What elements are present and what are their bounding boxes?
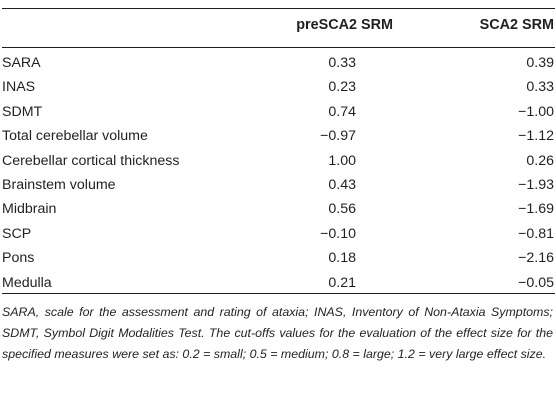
presca2-value: 0.43 bbox=[328, 176, 356, 193]
table-row: INAS 0.23 0.33 bbox=[0, 75, 556, 99]
row-label: Pons bbox=[2, 250, 35, 267]
presca2-value: 0.33 bbox=[328, 55, 356, 71]
presca2-value: −0.97 bbox=[320, 128, 356, 145]
sca2-value: −1.00 bbox=[518, 103, 554, 120]
presca2-value: 0.56 bbox=[328, 201, 356, 218]
table-top-rule bbox=[2, 8, 555, 9]
table-row: Brainstem volume 0.43 −1.93 bbox=[0, 173, 556, 197]
row-label: SDMT bbox=[2, 103, 43, 120]
presca2-value: 0.18 bbox=[328, 250, 356, 267]
table-row: SDMT 0.74 −1.00 bbox=[0, 100, 556, 124]
table-row: Midbrain 0.56 −1.69 bbox=[0, 197, 556, 221]
sca2-value: 0.39 bbox=[526, 55, 554, 71]
table-footnote: SARA, scale for the assessment and ratin… bbox=[2, 305, 553, 361]
table-row: Pons 0.18 −2.16 bbox=[0, 246, 556, 270]
sca2-value: −0.05 bbox=[518, 274, 554, 291]
presca2-value: 0.21 bbox=[328, 274, 356, 291]
table-bottom-rule bbox=[2, 293, 555, 294]
sca2-value: −1.93 bbox=[518, 176, 554, 193]
presca2-value: 0.23 bbox=[328, 79, 356, 96]
presca2-value: 1.00 bbox=[328, 152, 356, 169]
table-header-rule bbox=[2, 47, 555, 48]
table-row: Cerebellar cortical thickness 1.00 0.26 bbox=[0, 149, 556, 173]
sca2-value: −1.69 bbox=[518, 201, 554, 218]
row-label: Total cerebellar volume bbox=[2, 128, 148, 145]
table-body: SARA 0.33 0.39 INAS 0.23 0.33 SDMT 0.74 … bbox=[0, 51, 556, 295]
table-header: preSCA2 SRM SCA2 SRM bbox=[0, 17, 556, 39]
table-row: Medulla 0.21 −0.05 bbox=[0, 271, 556, 295]
row-label: Medulla bbox=[2, 274, 52, 291]
row-label: Midbrain bbox=[2, 201, 57, 218]
presca2-value: 0.74 bbox=[328, 103, 356, 120]
row-label: Cerebellar cortical thickness bbox=[2, 152, 180, 169]
row-label: INAS bbox=[2, 79, 36, 96]
row-label: SCP bbox=[2, 225, 32, 242]
row-label: Brainstem volume bbox=[2, 176, 116, 193]
column-header-sca2-srm: SCA2 SRM bbox=[479, 17, 554, 33]
row-label: SARA bbox=[2, 55, 41, 71]
column-header-presca2-srm: preSCA2 SRM bbox=[296, 17, 393, 33]
table-row: SARA 0.33 0.39 bbox=[0, 51, 556, 75]
table-row: Total cerebellar volume −0.97 −1.12 bbox=[0, 124, 556, 148]
sca2-value: −1.12 bbox=[518, 128, 554, 145]
sca2-value: 0.33 bbox=[526, 79, 554, 96]
sca2-value: −2.16 bbox=[518, 250, 554, 267]
sca2-value: 0.26 bbox=[526, 152, 554, 169]
sca2-value: −0.81 bbox=[518, 225, 554, 242]
table-row: SCP −0.10 −0.81 bbox=[0, 222, 556, 246]
presca2-value: −0.10 bbox=[320, 225, 356, 242]
